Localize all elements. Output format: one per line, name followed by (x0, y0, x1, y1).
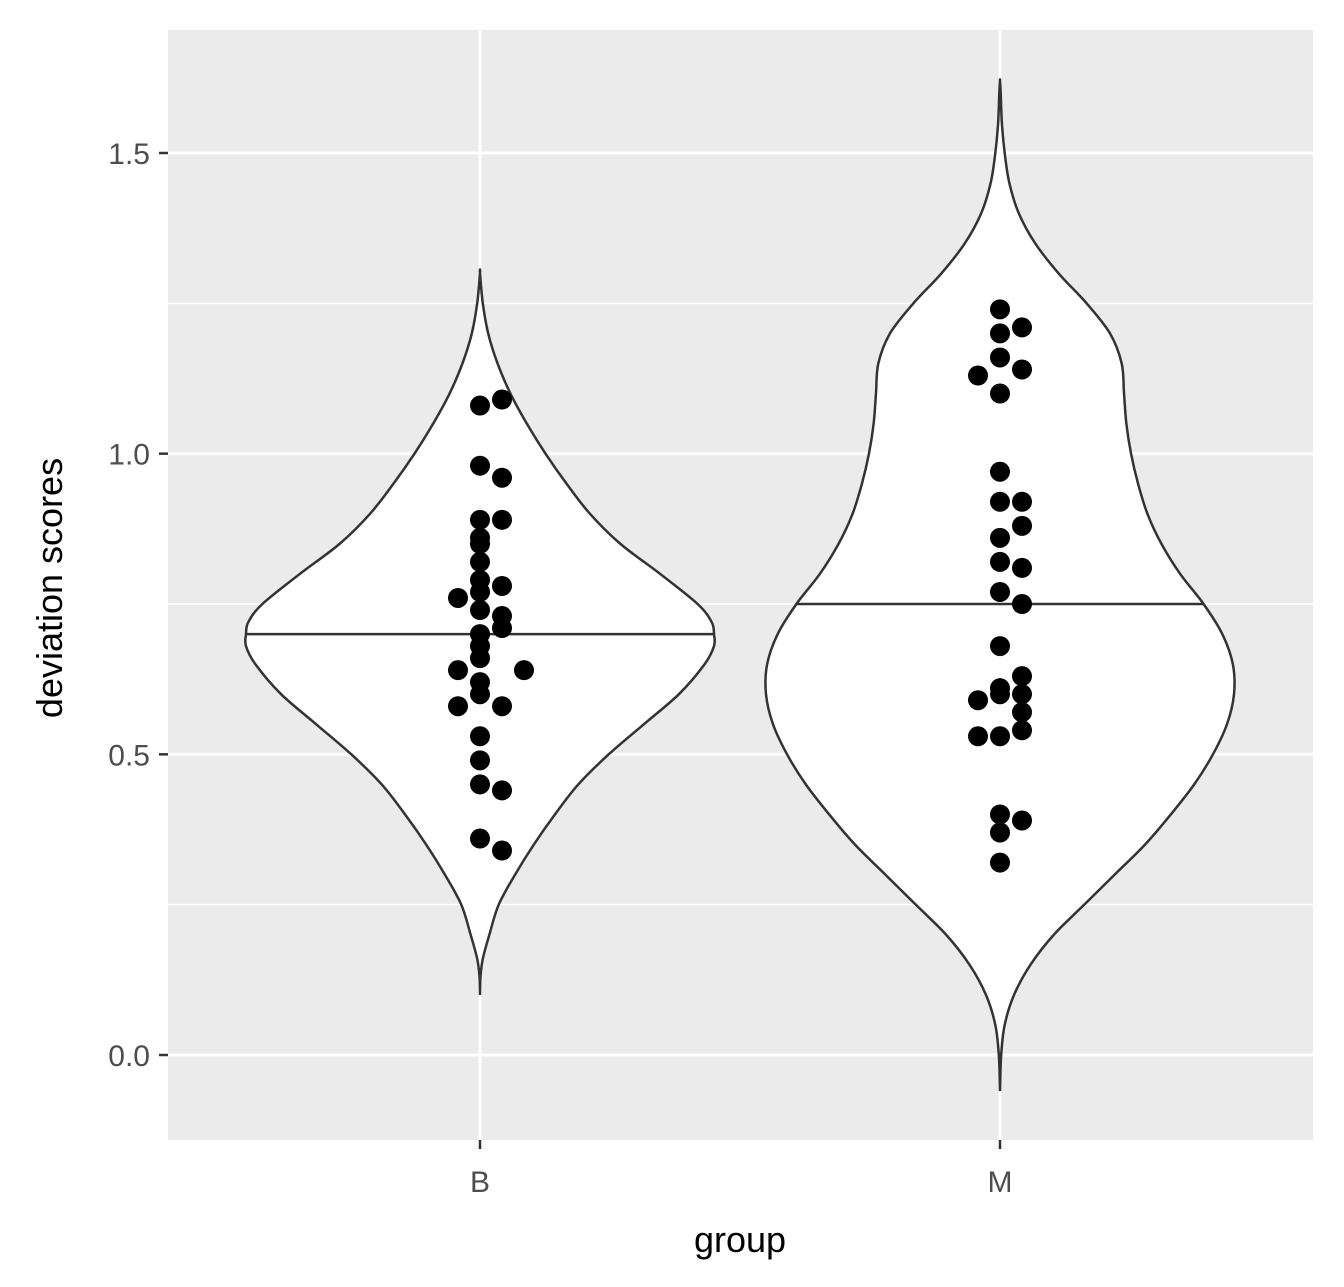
y-tick-label: 0.0 (108, 1040, 150, 1073)
data-point (990, 527, 1010, 548)
data-point (990, 383, 1010, 404)
data-point (492, 509, 512, 530)
data-point (990, 581, 1010, 602)
data-point (990, 551, 1010, 572)
data-points (448, 299, 1032, 873)
data-point (990, 491, 1010, 512)
data-point (1012, 666, 1032, 687)
data-point (968, 690, 988, 711)
y-tick-label: 0.5 (108, 739, 150, 772)
y-tick-label: 1.0 (108, 439, 150, 472)
data-point (1012, 702, 1032, 723)
data-point (492, 467, 512, 488)
data-point (990, 636, 1010, 657)
data-point (1012, 317, 1032, 338)
data-point (492, 575, 512, 596)
data-point (448, 696, 468, 717)
data-point (1012, 515, 1032, 536)
data-point (448, 660, 468, 681)
data-point (492, 389, 512, 410)
data-point (470, 726, 490, 747)
data-point (968, 726, 988, 747)
data-point (470, 509, 490, 530)
data-point (990, 461, 1010, 482)
data-point (1012, 491, 1032, 512)
x-axis-title: group (694, 1219, 786, 1260)
data-point (470, 600, 490, 621)
axes: 0.0 0.5 1.0 1.5 B M (108, 138, 1012, 1199)
data-point (990, 726, 1010, 747)
data-point (492, 696, 512, 717)
data-point (470, 551, 490, 572)
data-point (492, 840, 512, 861)
data-point (470, 672, 490, 693)
data-point (1012, 359, 1032, 380)
data-point (492, 606, 512, 627)
data-point (990, 822, 1010, 843)
data-point (1012, 684, 1032, 705)
data-point (514, 660, 534, 681)
data-point (1012, 810, 1032, 831)
data-point (968, 365, 988, 386)
data-point (990, 299, 1010, 320)
data-point (470, 527, 490, 548)
data-point (470, 750, 490, 771)
data-point (448, 587, 468, 608)
data-point (990, 323, 1010, 344)
data-point (492, 780, 512, 801)
data-point (470, 569, 490, 590)
data-point (990, 852, 1010, 873)
data-point (990, 804, 1010, 825)
data-point (470, 828, 490, 849)
x-tick-label: B (470, 1166, 490, 1199)
data-point (990, 678, 1010, 699)
data-point (1012, 720, 1032, 741)
data-point (470, 624, 490, 645)
data-point (470, 455, 490, 476)
data-point (470, 774, 490, 795)
y-axis-title: deviation scores (29, 458, 70, 718)
data-point (1012, 594, 1032, 614)
x-tick-label: M (988, 1166, 1013, 1199)
data-point (990, 347, 1010, 368)
y-tick-label: 1.5 (108, 138, 150, 171)
data-point (1012, 557, 1032, 578)
data-point (470, 395, 490, 416)
